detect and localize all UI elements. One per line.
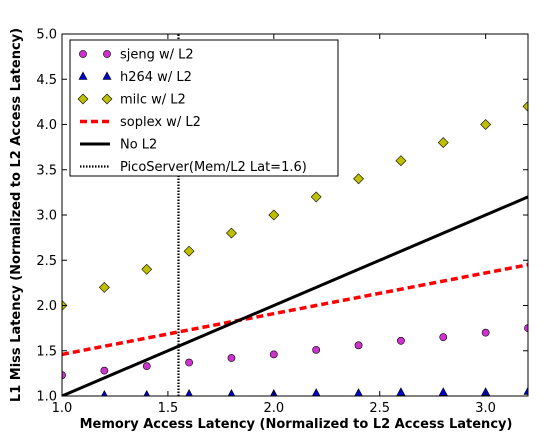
x-tick-label-1: 1.5: [158, 401, 179, 416]
legend-marker-0-a: [79, 50, 87, 58]
y-tick-label-1: 1.5: [36, 344, 57, 359]
legend-label-2: milc w/ L2: [120, 93, 186, 108]
y-tick-label-2: 2.0: [36, 299, 57, 314]
x-tick-label-2: 2.0: [263, 401, 284, 416]
series-1-point-0: [101, 389, 108, 396]
series-0-point-11: [524, 324, 528, 333]
series-1-point-3: [227, 389, 236, 396]
series-0-point-2: [142, 362, 151, 371]
series-1-point-8: [438, 387, 448, 396]
series-0-point-10: [481, 328, 490, 337]
series-2-point-11: [522, 100, 528, 112]
x-tick-label-3: 2.5: [369, 401, 390, 416]
legend-label-1: h264 w/ L2: [120, 70, 192, 85]
legend-marker-2-a: [77, 93, 89, 105]
series-2-point-6: [310, 191, 322, 203]
series-2-point-2: [141, 263, 153, 275]
legend-label-5: PicoServer(Mem/L2 Lat=1.6): [120, 160, 307, 175]
series-2-point-5: [268, 209, 280, 221]
series-0-point-9: [439, 333, 448, 342]
series-2-point-3: [183, 245, 195, 257]
legend-marker-1-a: [78, 71, 88, 80]
x-axis-label: Memory Access Latency (Normalized to L2 …: [80, 417, 513, 432]
y-tick-label-5: 3.5: [36, 163, 57, 178]
series-0-point-5: [269, 350, 278, 359]
y-axis-label: L1 Miss Latency (Normalized to L2 Access…: [9, 28, 24, 402]
y-tick-label-3: 2.5: [36, 254, 57, 269]
legend-marker-2-b: [101, 93, 113, 105]
series-1-point-5: [311, 388, 321, 396]
series-2-point-9: [437, 137, 449, 149]
series-2-point-4: [226, 227, 237, 239]
series-0-point-1: [100, 366, 109, 375]
y-tick-label-0: 1.0: [36, 390, 57, 405]
y-tick-label-8: 5.0: [36, 28, 57, 43]
plot-area: 1.0 1.5 2.0 2.5 3.0 1.0 1.5 2.0 2.5 3.0 3.5 4.0 4.5 5…: [36, 28, 529, 416]
series-0-point-6: [312, 345, 321, 354]
x-tick-label-4: 3.0: [475, 401, 496, 416]
series-1-point-7: [396, 387, 406, 396]
series-0-point-8: [397, 336, 405, 345]
x-tick-label-0: 1.0: [52, 401, 73, 416]
series-0-point-4: [227, 354, 236, 362]
series-3-line: [62, 263, 528, 357]
series-0-point-3: [185, 358, 193, 367]
y-tick-label-7: 4.5: [36, 73, 57, 88]
y-tick-label-6: 4.0: [36, 118, 57, 133]
series-1-point-6: [354, 388, 363, 396]
legend-label-0: sjeng w/ L2: [120, 48, 194, 63]
legend-box: [69, 39, 339, 177]
series-2-point-1: [98, 281, 110, 293]
series-2-point-7: [353, 173, 364, 185]
series-1-point-1: [143, 389, 150, 396]
legend-label-3: soplex w/ L2: [120, 115, 201, 130]
y-tick-label-4: 3.0: [36, 209, 57, 224]
series-4-line: [62, 195, 528, 396]
series-2-point-10: [480, 119, 492, 130]
plot-content: [62, 34, 528, 396]
legend-marker-1-b: [102, 71, 112, 80]
series-0-point-7: [354, 341, 363, 350]
legend: sjeng w/ L2 h264 w/ L2 milc w/ L2 soplex w/…: [69, 39, 339, 177]
series-2-point-8: [395, 155, 407, 167]
series-1-point-10: [523, 386, 528, 395]
legend-label-4: No L2: [120, 138, 157, 153]
series-1-point-2: [185, 389, 193, 396]
legend-marker-0-b: [103, 50, 111, 58]
